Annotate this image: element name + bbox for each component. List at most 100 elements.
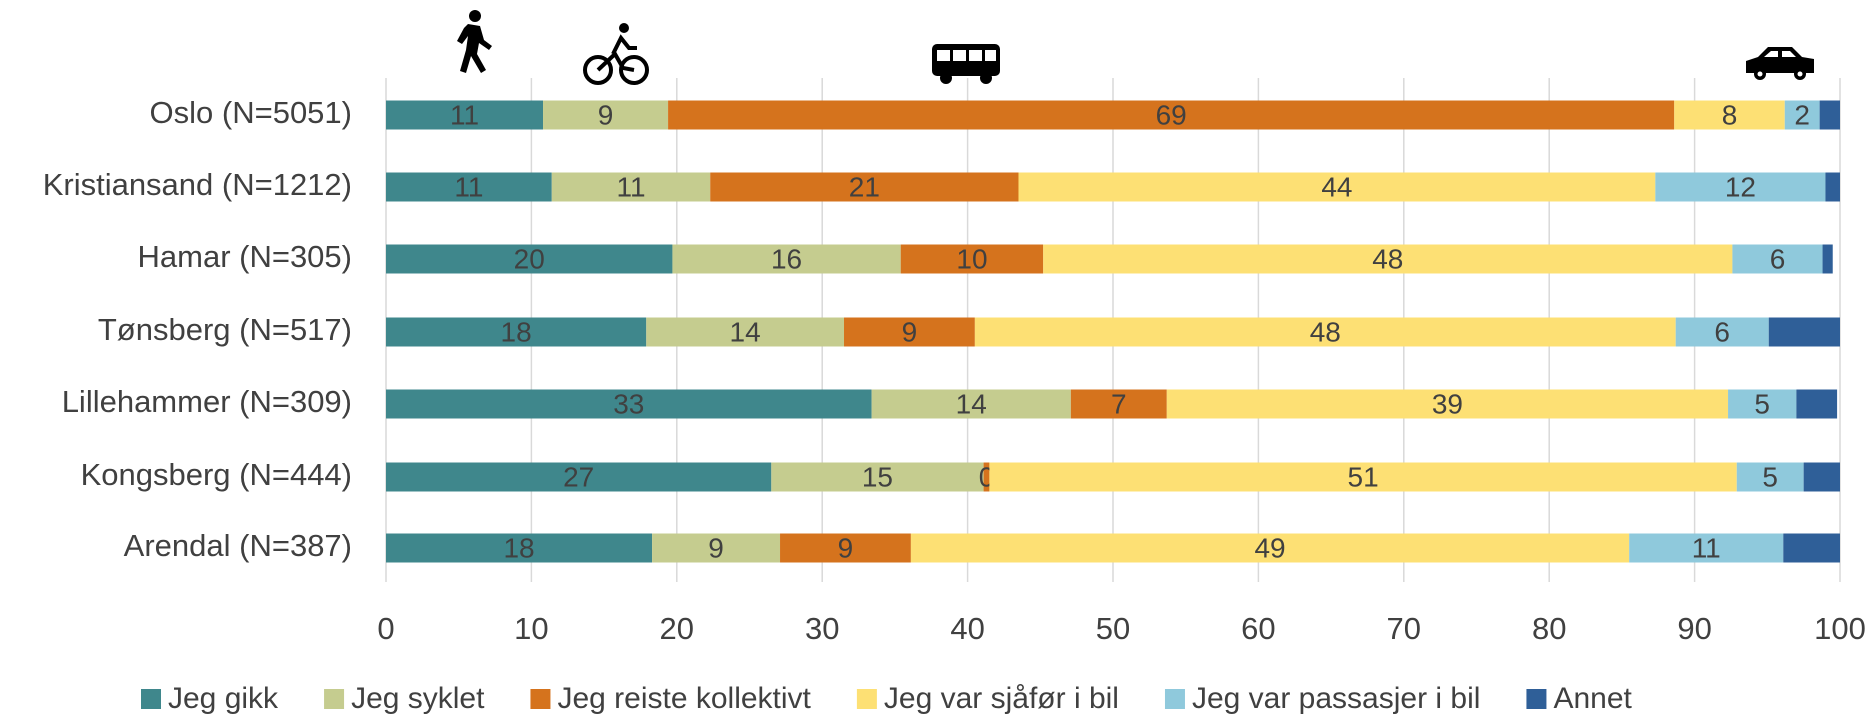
data-label: 6 [1714, 316, 1730, 347]
bar-segment [386, 462, 772, 492]
bar-segment [1018, 172, 1656, 202]
legend-label: Jeg var passasjer i bil [1192, 682, 1480, 715]
x-tick-label: 20 [660, 611, 694, 646]
x-tick-label: 100 [1814, 611, 1866, 646]
bar-segment [974, 317, 1676, 347]
data-label: 16 [771, 243, 802, 274]
bar-segment [386, 389, 872, 419]
bar-segment [1784, 100, 1820, 130]
bar-segment [910, 533, 1630, 563]
legend-swatch [1526, 689, 1547, 709]
legend-swatch [141, 689, 161, 709]
bar-segment [1728, 389, 1797, 419]
legend-swatch [1164, 689, 1185, 709]
legend-label: Annet [1553, 682, 1632, 715]
bar-segment [1674, 100, 1785, 130]
data-label: 8 [1722, 99, 1738, 130]
bar-segment [983, 462, 990, 492]
data-label: 18 [501, 316, 532, 347]
legend-label: Jeg syklet [351, 682, 485, 715]
x-tick-label: 40 [950, 611, 984, 646]
bar-segment [386, 317, 647, 347]
icon-walk [457, 10, 492, 73]
data-label: 11 [450, 99, 479, 130]
x-tick-label: 30 [805, 611, 839, 646]
data-label: 10 [956, 243, 987, 274]
bar-segment [1819, 100, 1840, 130]
bar-segment [551, 172, 711, 202]
bar-segment [386, 100, 544, 130]
data-label: 15 [862, 461, 893, 492]
legend-swatch [530, 689, 551, 709]
data-label: 14 [730, 316, 761, 347]
bar-segment [1675, 317, 1769, 347]
x-tick-label: 70 [1387, 611, 1421, 646]
bar-segment [771, 462, 984, 492]
legend-label: Jeg reiste kollektivt [557, 682, 811, 715]
x-tick-label: 90 [1677, 611, 1711, 646]
bar-segment [1768, 317, 1840, 347]
bar-segment [543, 100, 669, 130]
bar-segment [652, 533, 781, 563]
data-label: 6 [1770, 243, 1786, 274]
data-label: 21 [849, 171, 880, 202]
data-label: 51 [1348, 461, 1379, 492]
bar-segment [1043, 244, 1733, 274]
icon-car [1746, 47, 1814, 80]
bar-segment [668, 100, 1675, 130]
data-label: 7 [1111, 388, 1127, 419]
bar-segment [1736, 462, 1804, 492]
category-label: Kongsberg (N=444) [81, 457, 352, 492]
bar-segment [1796, 389, 1838, 419]
data-label: 5 [1762, 461, 1778, 492]
bar-segment [386, 533, 653, 563]
bar-segment [1822, 244, 1833, 274]
data-label: 18 [503, 532, 534, 563]
bar-segment [646, 317, 845, 347]
legend-swatch [324, 689, 345, 709]
x-tick-label: 60 [1241, 611, 1275, 646]
data-label: 39 [1432, 388, 1463, 419]
bar-segment [710, 172, 1019, 202]
data-label: 44 [1321, 171, 1352, 202]
x-tick-label: 80 [1532, 611, 1566, 646]
data-label: 69 [1156, 99, 1187, 130]
x-tick-label: 0 [377, 611, 394, 646]
category-label: Kristiansand (N=1212) [43, 167, 352, 202]
legend-label: Jeg var sjåfør i bil [884, 682, 1119, 715]
category-label: Hamar (N=305) [138, 239, 353, 274]
bar-segment [871, 389, 1071, 419]
bar-segment [386, 172, 552, 202]
data-label: 11 [454, 171, 483, 202]
data-label: 12 [1725, 171, 1756, 202]
bar-segment [1803, 462, 1840, 492]
data-label: 49 [1254, 532, 1285, 563]
bar-segment [386, 244, 673, 274]
x-tick-label: 10 [514, 611, 548, 646]
x-tick-label: 50 [1096, 611, 1130, 646]
legend-label: Jeg gikk [168, 682, 279, 715]
data-label: 9 [838, 532, 854, 563]
bar-segment [1783, 533, 1840, 563]
data-label: 14 [956, 388, 987, 419]
data-label: 11 [1692, 532, 1721, 563]
icon-bus [932, 44, 1000, 84]
bar-segment [900, 244, 1044, 274]
data-label: 33 [613, 388, 644, 419]
bar-segment [1070, 389, 1167, 419]
data-label: 5 [1754, 388, 1770, 419]
bar-segment [1825, 172, 1840, 202]
data-label: 11 [616, 171, 645, 202]
icon-bike [583, 23, 649, 85]
bar-segment [989, 462, 1737, 492]
data-label: 27 [563, 461, 594, 492]
data-label: 9 [598, 99, 614, 130]
legend-swatch [856, 689, 877, 709]
data-label: 48 [1310, 316, 1341, 347]
bar-segment [1732, 244, 1823, 274]
data-label: 20 [514, 243, 545, 274]
category-label: Oslo (N=5051) [150, 95, 352, 130]
category-label: Tønsberg (N=517) [98, 312, 352, 347]
bar-segment [844, 317, 975, 347]
